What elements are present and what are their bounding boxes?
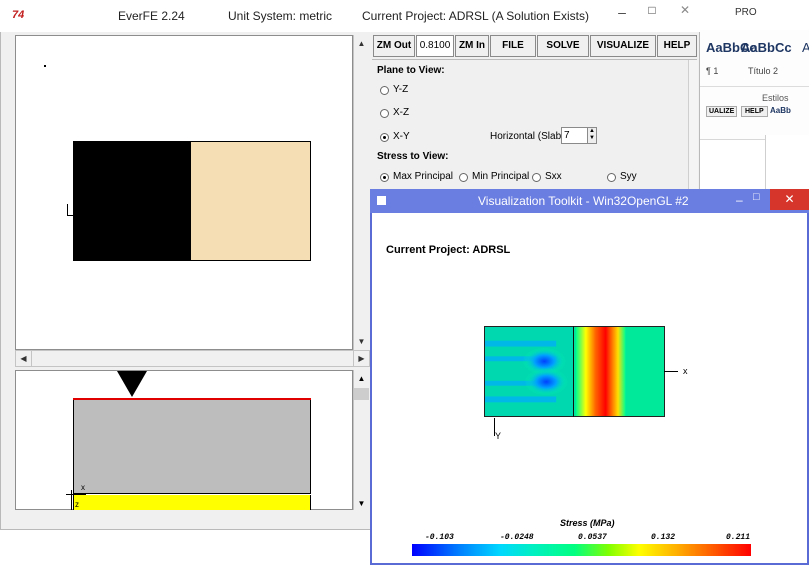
- radio-min-principal-label[interactable]: Min Principal: [472, 171, 530, 182]
- radio-max-principal-label[interactable]: Max Principal: [393, 171, 454, 182]
- zoom-out-button[interactable]: ZM Out: [373, 35, 415, 57]
- plane-to-view-heading: Plane to View:: [377, 65, 445, 76]
- maximize-icon[interactable]: □: [648, 3, 656, 17]
- axis-x-label: x: [81, 483, 85, 492]
- contour-band: [485, 356, 557, 362]
- word-ribbon: [700, 30, 809, 140]
- vtk-app-icon[interactable]: [377, 196, 386, 205]
- horizontal-slab-label: Horizontal (Slab): [490, 131, 565, 142]
- word-styles-group-label: Estilos: [762, 93, 789, 103]
- radio-min-principal[interactable]: [459, 173, 468, 182]
- contour-band: [485, 396, 557, 403]
- ghost-visualize-button: UALIZE: [706, 106, 738, 117]
- everfe-title: EverFE 2.24: [118, 9, 185, 23]
- section-view-vertical-scrollbar[interactable]: [353, 370, 370, 510]
- radio-sxx[interactable]: [532, 173, 541, 182]
- zoom-value-field[interactable]: 0.8100: [416, 35, 454, 57]
- word-style-sample[interactable]: A: [802, 40, 809, 55]
- scroll-down-icon[interactable]: ▼: [357, 337, 366, 346]
- radio-plane-yz-label[interactable]: Y-Z: [393, 84, 409, 95]
- zoom-in-button[interactable]: ZM In: [455, 35, 489, 57]
- vtk-project-label: Current Project: ADRSL: [386, 244, 511, 256]
- file-button[interactable]: FILE: [490, 35, 536, 57]
- stress-to-view-heading: Stress to View:: [377, 151, 449, 162]
- spinner-arrows-icon[interactable]: ▲ ▼: [587, 127, 597, 144]
- visualize-button[interactable]: VISUALIZE: [590, 35, 656, 57]
- slab-joint-line: [573, 326, 574, 417]
- control-panel-scrollbar[interactable]: [688, 60, 698, 240]
- contour-band: [485, 380, 557, 386]
- vtk-title: Visualization Toolkit - Win32OpenGL #2: [478, 194, 689, 208]
- horizontal-slab-spinner[interactable]: 7: [561, 127, 589, 144]
- axis-x-line: [66, 494, 86, 495]
- vtk-y-axis: [494, 418, 495, 436]
- radio-syy[interactable]: [607, 173, 616, 182]
- radio-sxx-label[interactable]: Sxx: [545, 171, 562, 182]
- project-status-label: Current Project: ADRSL (A Solution Exist…: [362, 9, 589, 23]
- word-style-label: Título 2: [748, 66, 779, 76]
- plan-view-vertical-scrollbar[interactable]: [353, 35, 370, 350]
- axis-z-label: z: [75, 500, 79, 509]
- radio-plane-xy[interactable]: [380, 133, 389, 142]
- plan-view-horizontal-scrollbar[interactable]: [15, 350, 370, 367]
- scroll-up-icon[interactable]: ▲: [357, 374, 366, 383]
- contour-hot-band: [575, 327, 626, 416]
- contour-blob: [522, 347, 567, 375]
- word-style-label: ¶ 1: [706, 66, 719, 76]
- scroll-down-icon[interactable]: ▼: [357, 499, 366, 508]
- scroll-right-icon[interactable]: ▶: [353, 350, 370, 367]
- legend-tick: -0.103: [425, 533, 454, 542]
- view-marker-dot: [44, 65, 46, 67]
- legend-tick: -0.0248: [500, 533, 534, 542]
- joint-marker: [67, 204, 74, 216]
- axis-z-line: [71, 490, 72, 510]
- slab-panel[interactable]: [191, 141, 311, 261]
- section-slab: [73, 400, 311, 494]
- close-icon[interactable]: ✕: [670, 0, 700, 20]
- radio-plane-xz[interactable]: [380, 109, 389, 118]
- word-title-fragment: PRO: [735, 7, 757, 18]
- radio-syy-label[interactable]: Syy: [620, 171, 637, 182]
- word-style-sample[interactable]: AaBbCc: [741, 40, 792, 55]
- vtk-y-axis-label: Y: [495, 431, 502, 441]
- scroll-up-icon[interactable]: ▲: [357, 39, 366, 48]
- vtk-x-axis: [664, 371, 678, 372]
- scroll-left-icon[interactable]: ◀: [15, 350, 32, 367]
- vtk-titlebar[interactable]: [370, 189, 809, 213]
- radio-plane-xz-label[interactable]: X-Z: [393, 107, 410, 118]
- contour-blob: [524, 368, 569, 396]
- close-icon[interactable]: ✕: [770, 189, 809, 210]
- slab-surface-line: [73, 398, 311, 400]
- minimize-icon[interactable]: –: [736, 193, 743, 207]
- scroll-thumb[interactable]: [354, 388, 369, 400]
- radio-max-principal[interactable]: [380, 173, 389, 182]
- radio-plane-yz[interactable]: [380, 86, 389, 95]
- help-button[interactable]: HELP: [657, 35, 697, 57]
- solve-button[interactable]: SOLVE: [537, 35, 589, 57]
- legend-tick: 0.0537: [578, 533, 607, 542]
- minimize-icon[interactable]: –: [618, 4, 626, 20]
- load-arrow-icon: [117, 371, 147, 397]
- unit-system-label: Unit System: metric: [228, 9, 333, 23]
- ghost-style-sample: AaBb: [770, 106, 791, 115]
- slab-panel-selected[interactable]: [73, 141, 191, 261]
- everfe-app-icon[interactable]: 74: [12, 9, 25, 21]
- stress-contour-plot[interactable]: [484, 326, 665, 417]
- toolbar-divider: [372, 59, 697, 60]
- word-ribbon-divider: [700, 86, 809, 87]
- legend-tick: 0.211: [726, 533, 751, 542]
- legend-title: Stress (MPa): [560, 518, 615, 528]
- legend-tick: 0.132: [651, 533, 676, 542]
- vtk-x-axis-label: x: [683, 366, 688, 376]
- base-layer: [73, 495, 311, 510]
- stress-colorbar: [412, 544, 751, 556]
- maximize-icon[interactable]: □: [753, 191, 760, 203]
- word-style-sample[interactable]: AaBbCc: [706, 40, 757, 55]
- ghost-help-button: HELP: [741, 106, 768, 117]
- radio-plane-xy-label[interactable]: X-Y: [393, 131, 410, 142]
- everfe-titlebar[interactable]: [0, 0, 700, 32]
- contour-band: [485, 340, 557, 347]
